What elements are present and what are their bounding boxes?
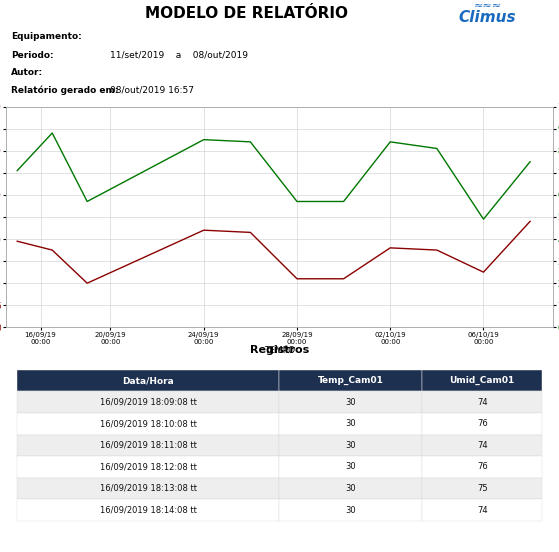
- Text: Equipamento:: Equipamento:: [11, 31, 82, 41]
- FancyBboxPatch shape: [280, 477, 422, 499]
- Text: Climus: Climus: [459, 10, 517, 25]
- Text: Periodo:: Periodo:: [11, 51, 54, 60]
- FancyBboxPatch shape: [17, 413, 279, 434]
- Text: 16/09/2019 18:09:08 tt: 16/09/2019 18:09:08 tt: [100, 397, 196, 407]
- Text: 30: 30: [345, 419, 356, 428]
- Text: 08/out/2019 16:57: 08/out/2019 16:57: [110, 86, 193, 95]
- FancyBboxPatch shape: [280, 499, 422, 521]
- Text: 16/09/2019 18:14:08 tt: 16/09/2019 18:14:08 tt: [100, 506, 196, 514]
- Text: 74: 74: [477, 441, 487, 450]
- Text: 75: 75: [477, 484, 487, 493]
- Text: 30: 30: [345, 506, 356, 514]
- Text: 11/set/2019    a    08/out/2019: 11/set/2019 a 08/out/2019: [110, 51, 248, 60]
- FancyBboxPatch shape: [422, 413, 542, 434]
- Text: 16/09/2019 18:11:08 tt: 16/09/2019 18:11:08 tt: [100, 441, 196, 450]
- Text: 74: 74: [477, 506, 487, 514]
- Text: 30: 30: [345, 397, 356, 407]
- Text: 16/09/2019 18:10:08 tt: 16/09/2019 18:10:08 tt: [100, 419, 196, 428]
- Text: 16/09/2019 18:13:08 tt: 16/09/2019 18:13:08 tt: [100, 484, 197, 493]
- FancyBboxPatch shape: [422, 434, 542, 456]
- Text: 76: 76: [477, 419, 487, 428]
- Text: Umid_Cam01: Umid_Cam01: [449, 376, 515, 385]
- Text: ≈≈≈: ≈≈≈: [473, 1, 502, 11]
- Text: Registros: Registros: [250, 345, 309, 355]
- FancyBboxPatch shape: [280, 413, 422, 434]
- Text: Temp_Cam01: Temp_Cam01: [318, 376, 383, 385]
- Text: 30: 30: [345, 463, 356, 471]
- FancyBboxPatch shape: [280, 370, 422, 391]
- FancyBboxPatch shape: [280, 434, 422, 456]
- FancyBboxPatch shape: [422, 456, 542, 477]
- FancyBboxPatch shape: [280, 391, 422, 413]
- Text: MODELO DE RELATÓRIO: MODELO DE RELATÓRIO: [145, 6, 348, 20]
- FancyBboxPatch shape: [17, 477, 279, 499]
- FancyBboxPatch shape: [422, 499, 542, 521]
- FancyBboxPatch shape: [422, 477, 542, 499]
- FancyBboxPatch shape: [280, 456, 422, 477]
- FancyBboxPatch shape: [422, 391, 542, 413]
- FancyBboxPatch shape: [17, 434, 279, 456]
- FancyBboxPatch shape: [17, 499, 279, 521]
- FancyBboxPatch shape: [17, 456, 279, 477]
- Text: 30: 30: [345, 441, 356, 450]
- Text: Autor:: Autor:: [11, 68, 43, 77]
- X-axis label: TEMPO: TEMPO: [264, 346, 295, 355]
- Text: 16/09/2019 18:12:08 tt: 16/09/2019 18:12:08 tt: [100, 463, 196, 471]
- FancyBboxPatch shape: [17, 370, 279, 391]
- Text: 30: 30: [345, 484, 356, 493]
- FancyBboxPatch shape: [17, 391, 279, 413]
- Text: 74: 74: [477, 397, 487, 407]
- Text: Data/Hora: Data/Hora: [122, 376, 174, 385]
- Text: Relatório gerado em:: Relatório gerado em:: [11, 86, 119, 95]
- FancyBboxPatch shape: [422, 370, 542, 391]
- Text: 76: 76: [477, 463, 487, 471]
